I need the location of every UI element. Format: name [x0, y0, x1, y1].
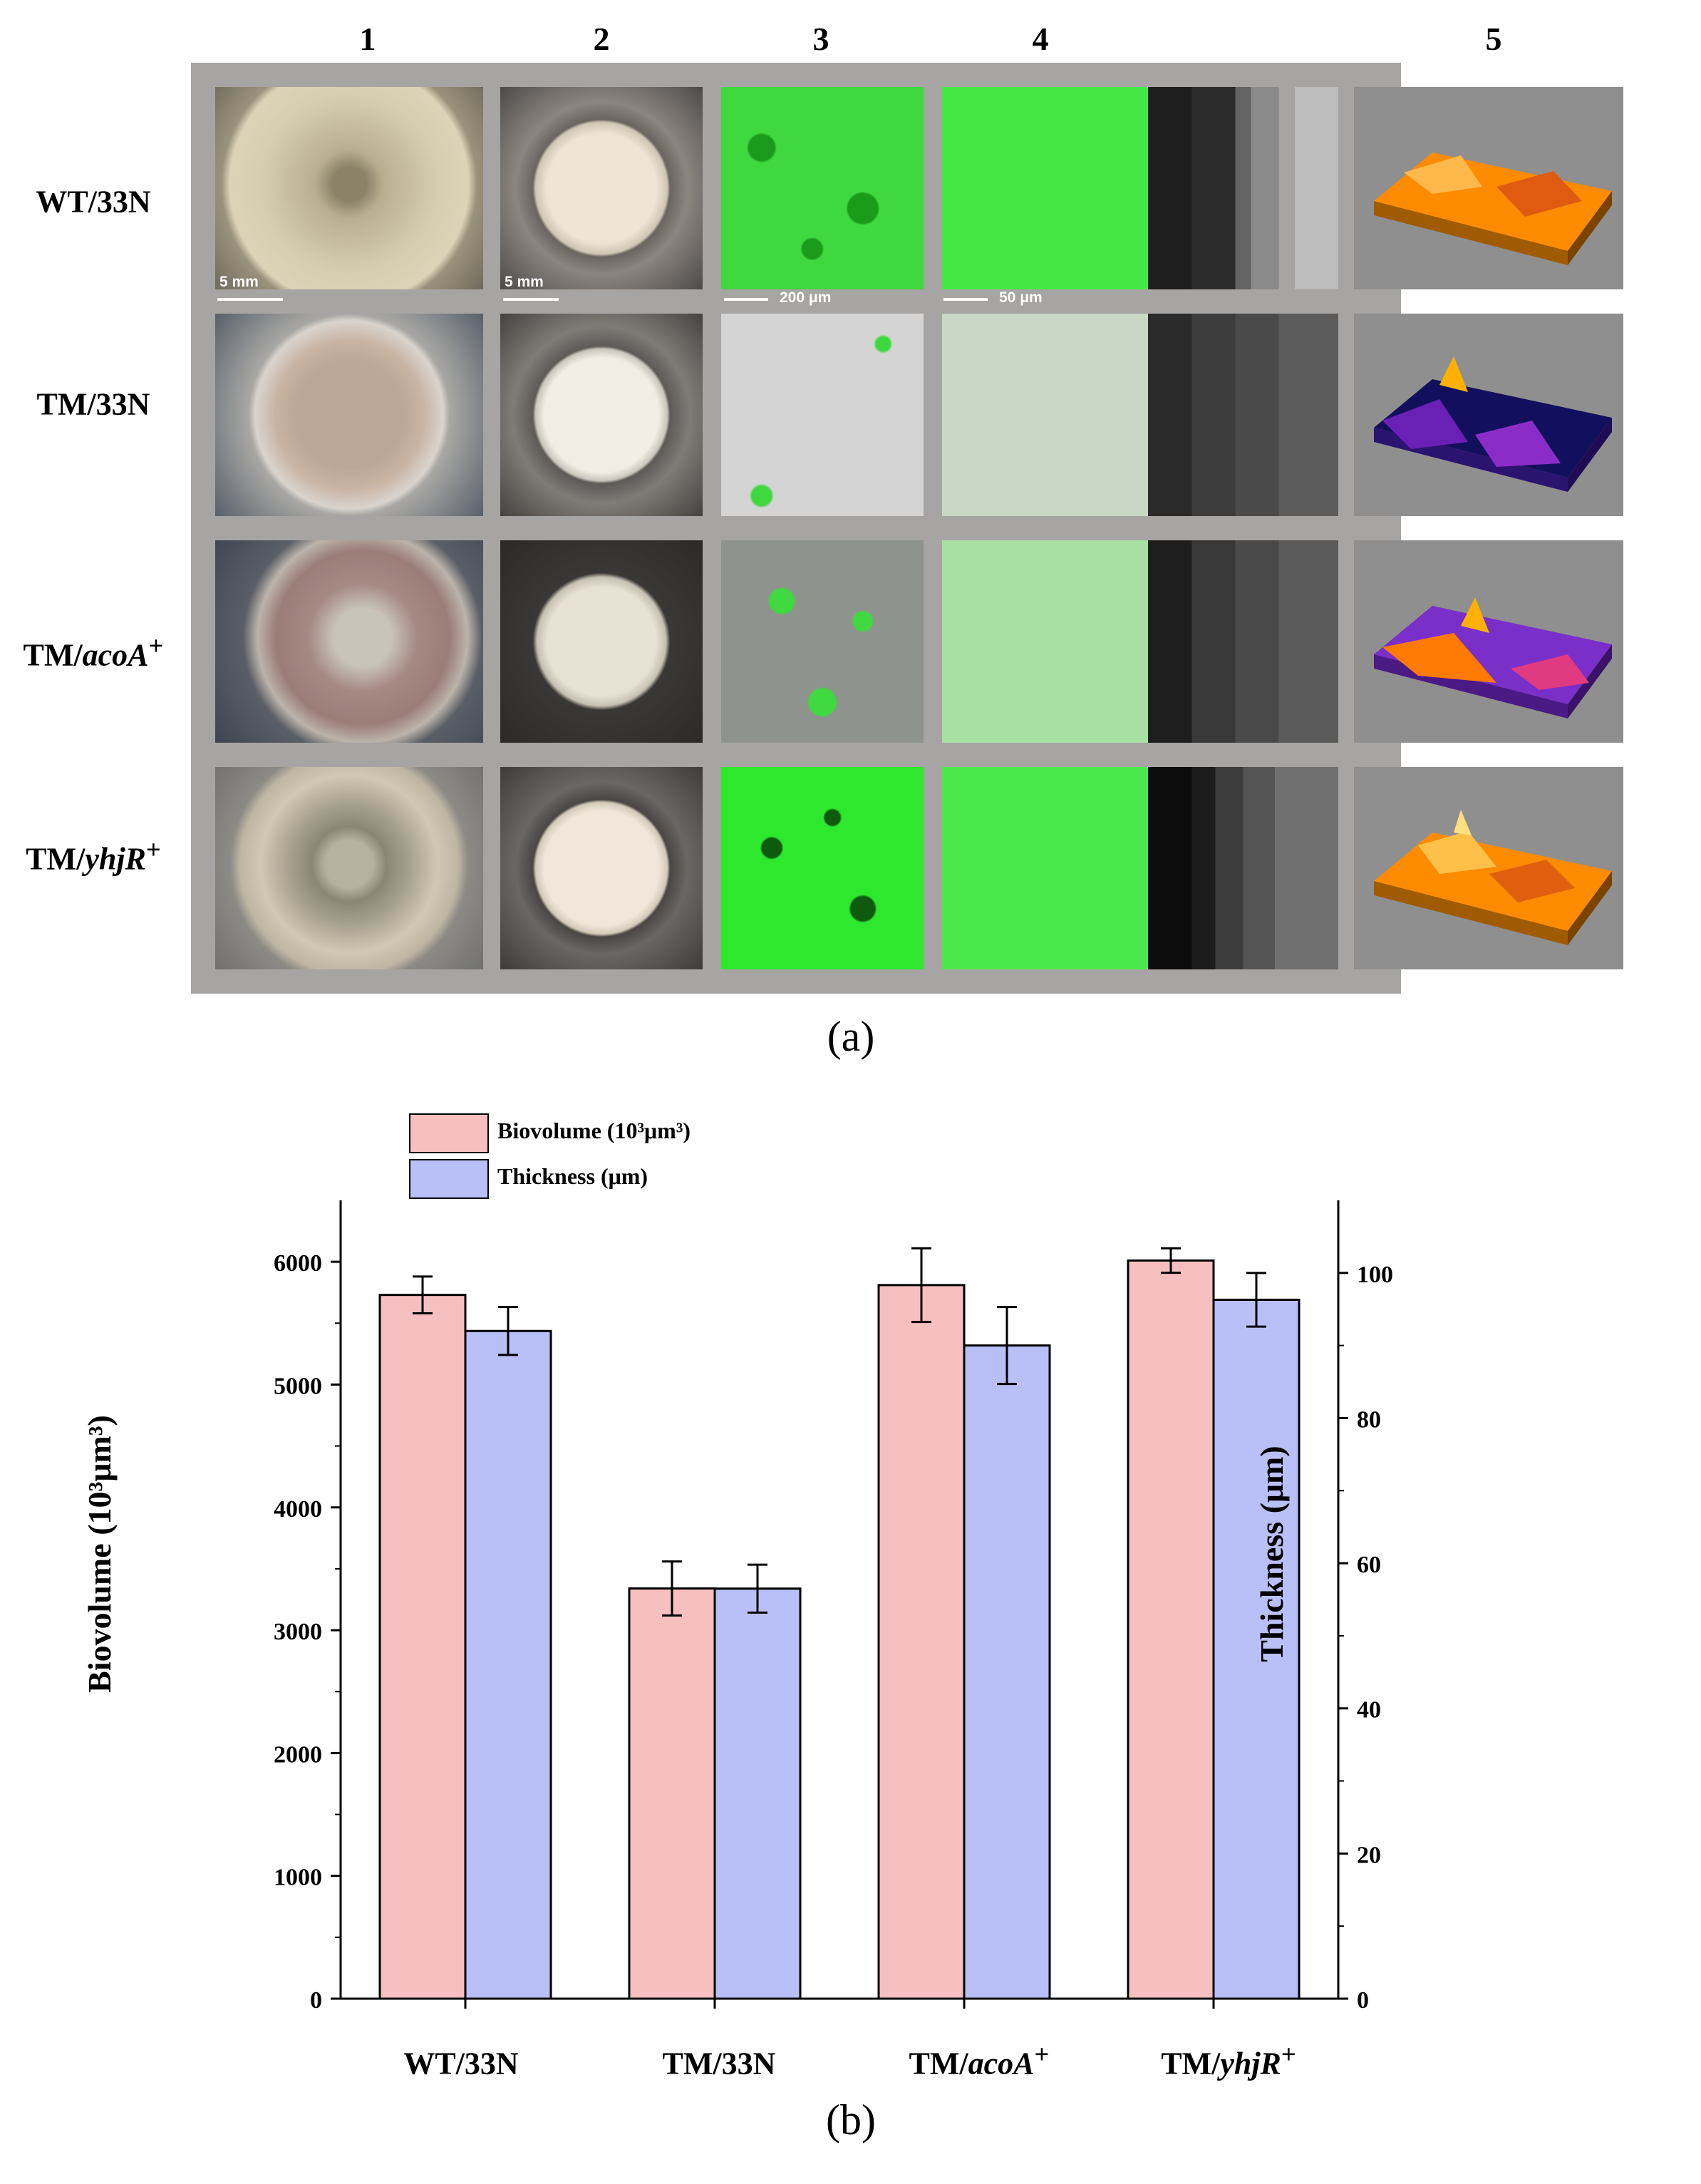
- zstack-image-tm-yhjr: [942, 767, 1338, 969]
- chart-svg: 0 1000 2000 3000 4000 5000 6000 0 20 40 60 80 100: [274, 1200, 1393, 2014]
- y-tick-label-right: 20: [1357, 1842, 1381, 1868]
- confocal-image-tm-yhjr: [721, 767, 924, 969]
- column-label-1: 1: [359, 21, 376, 57]
- bar-biovolume: [378, 1294, 467, 2000]
- legend-label-biovolume: Biovolume (10³μm³): [497, 1118, 691, 1143]
- column-label-2: 2: [593, 21, 610, 57]
- column-label-5: 5: [1485, 21, 1502, 57]
- scale-bar-col3: [724, 298, 768, 301]
- bar-thickness: [1212, 1298, 1301, 2000]
- y-tick-label-right: 100: [1357, 1262, 1393, 1288]
- confocal-image-tm33n: [721, 314, 924, 516]
- surface-plot-tm-acoa: [1354, 540, 1623, 743]
- y-tick-label-left: 1000: [274, 1865, 322, 1891]
- colony-image-tm33n: [215, 314, 483, 516]
- panel-b-caption: (b): [826, 2096, 876, 2143]
- legend-swatch-thickness: [409, 1159, 489, 1199]
- y-axis-title-right: Thickness (μm): [1253, 1446, 1290, 1662]
- pellicle-image-tm-yhjr: [500, 767, 703, 969]
- y-tick-label-right: 80: [1357, 1406, 1381, 1433]
- zstack-image-tm33n: [942, 314, 1338, 516]
- colony-image-tm-acoa: [215, 540, 483, 743]
- bar-thickness: [464, 1329, 552, 2000]
- zstack-image-tm-acoa: [942, 540, 1338, 743]
- column-label-3: 3: [812, 21, 829, 57]
- y-axis-title-left: Biovolume (10³μm³): [81, 1415, 118, 1693]
- scale-bar-col4: [943, 298, 988, 301]
- bar-thickness: [713, 1587, 802, 2000]
- y-tick-label-right: 0: [1357, 1987, 1369, 2014]
- row-label-tm-acoa: TM/acoA+: [23, 631, 164, 673]
- x-tick-label-tm33n: TM/33N: [662, 2046, 776, 2081]
- scale-label-col3: 200 μm: [780, 289, 832, 306]
- x-tick-label-tm-yhjr: TM/yhjR+: [1161, 2039, 1296, 2081]
- bar-biovolume: [628, 1587, 716, 2000]
- surface-plot-tm33n: [1354, 314, 1623, 516]
- surface-plot-tm-yhjr: [1354, 767, 1623, 969]
- bar-biovolume: [1127, 1259, 1215, 2000]
- pellicle-image-tm33n: [500, 314, 703, 516]
- colony-image-wt33n: [215, 87, 483, 289]
- scale-label-col2: 5 mm: [505, 274, 544, 290]
- row-label-wt33n: WT/33N: [36, 184, 151, 220]
- zstack-image-wt33n: [942, 87, 1338, 289]
- y-tick-label-right: 40: [1357, 1697, 1381, 1724]
- row-label-tm33n: TM/33N: [36, 386, 150, 422]
- scale-bar-col2: [503, 298, 559, 301]
- surface-plot-wt33n: [1354, 87, 1623, 289]
- scale-label-col4: 50 μm: [999, 289, 1043, 306]
- row-label-tm-yhjr: TM/yhjR+: [26, 835, 161, 877]
- y-tick-label-left: 6000: [274, 1250, 322, 1277]
- y-tick-label-left: 4000: [274, 1496, 322, 1523]
- scale-bar-col1: [217, 298, 283, 301]
- panel-a-caption: (a): [827, 1013, 875, 1060]
- confocal-image-tm-acoa: [721, 540, 924, 743]
- x-tick-label-wt33n: WT/33N: [403, 2046, 519, 2081]
- pellicle-image-tm-acoa: [500, 540, 703, 743]
- pellicle-image-wt33n: [500, 87, 703, 289]
- confocal-image-wt33n: [721, 87, 924, 289]
- scale-label-col1: 5 mm: [219, 274, 259, 290]
- column-label-4: 4: [1032, 21, 1049, 57]
- legend-label-thickness: Thickness (μm): [497, 1163, 648, 1189]
- legend-swatch-biovolume: [409, 1113, 489, 1153]
- y-tick-label-right: 60: [1357, 1552, 1381, 1578]
- bar-thickness: [963, 1344, 1051, 2000]
- bar-biovolume: [877, 1284, 966, 2000]
- y-tick-label-left: 3000: [274, 1619, 322, 1645]
- y-tick-label-left: 0: [310, 1987, 322, 2014]
- y-tick-label-left: 5000: [274, 1373, 322, 1399]
- y-tick-label-left: 2000: [274, 1741, 322, 1768]
- x-tick-label-tm-acoa: TM/acoA+: [909, 2039, 1050, 2081]
- colony-image-tm-yhjr: [215, 767, 483, 969]
